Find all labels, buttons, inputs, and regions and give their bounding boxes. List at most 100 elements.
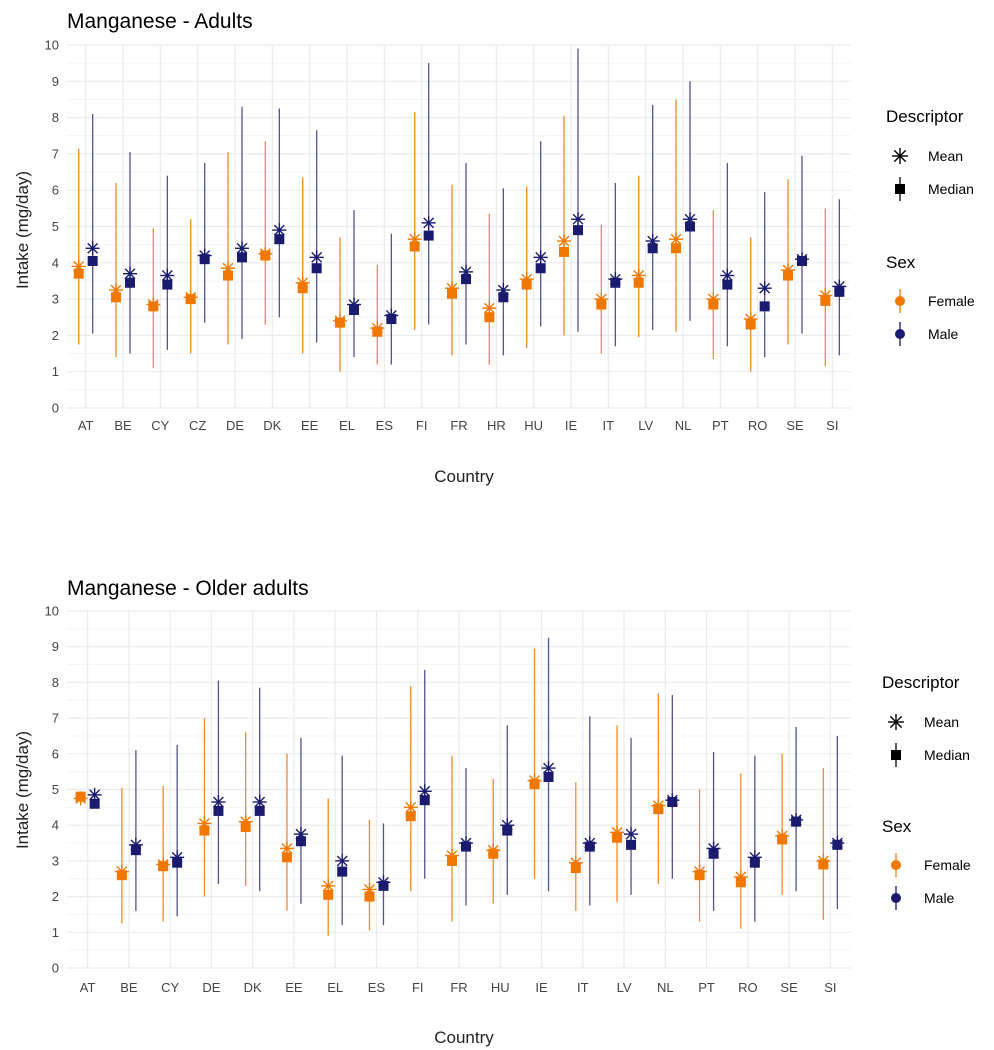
mean-point [610,825,625,840]
legend: Descriptor Mean Median Sex Female Male [886,107,975,346]
mean-point [221,261,235,276]
mean-point [692,864,707,879]
median-point [89,798,100,809]
x-tick-label: CY [161,980,179,995]
x-tick-label: EL [339,418,355,433]
y-tick-label: 4 [52,255,59,270]
mean-point [706,292,721,307]
x-tick-label: PT [698,980,715,995]
mean-point [170,850,185,865]
mean-point [706,841,721,856]
x-tick-label: FR [450,418,467,433]
mean-point [720,268,735,283]
mean-point [114,864,129,879]
median-point [409,241,420,252]
median-point [671,243,681,254]
median-point [87,255,98,266]
mean-point [238,814,253,829]
legend-mean-symbol [892,148,908,164]
y-tick-label: 8 [52,675,59,690]
panel-1: 0 1 2 3 4 5 6 7 8 9 10 AT BE CY CZ DE DK EE EL ES FI FR HR HU IE… [13,10,975,486]
x-axis-label: Country [434,1028,494,1047]
median-point [274,234,285,245]
mean-point [321,878,336,893]
y-tick-label: 4 [52,818,59,833]
x-tick-label: DK [263,418,281,433]
legend-sex-symbol [891,860,901,870]
y-axis-label: Intake (mg/day) [13,731,32,849]
median-point [498,292,509,303]
median-point [237,252,247,263]
mean-point [527,773,542,788]
legend-sex-label: Female [928,293,975,309]
mean-point [370,321,385,336]
mean-point [541,761,556,776]
legend-sex-symbol [895,296,905,306]
legend-sex-label: Male [928,326,959,342]
x-tick-label: HU [491,980,510,995]
mean-point [333,313,347,328]
y-tick-label: 0 [52,401,59,416]
mean-point [496,283,511,298]
x-tick-label: BE [114,418,132,433]
x-axis-label: Country [434,467,494,486]
legend-descriptor-title: Descriptor [882,673,960,692]
mean-point [789,812,804,827]
x-tick-label: AT [78,418,94,433]
mean-point [830,836,845,851]
mean-point [557,234,571,249]
panel-2: 0 1 2 3 4 5 6 7 8 9 10 AT BE CY DE DK EE EL ES FI FR HU IE IT LV… [13,577,971,1047]
mean-point [252,794,267,809]
mean-point [235,241,249,256]
x-tick-label: PT [712,418,729,433]
mean-point [624,827,639,842]
mean-point [832,279,847,294]
mean-point [279,841,294,856]
median-point [423,230,434,241]
mean-point [376,875,391,890]
legend-sex-label: Female [924,857,971,873]
y-tick-label: 5 [52,219,59,234]
mean-point [295,275,310,290]
y-tick-label: 1 [52,364,59,379]
mean-point [445,848,459,863]
mean-point [608,272,623,287]
y-tick-label: 7 [52,711,59,726]
mean-point [683,212,697,227]
x-tick-label: DE [202,980,220,995]
mean-point [459,264,473,279]
median-point [162,279,173,290]
median-point [311,263,322,274]
legend-descriptor-title: Descriptor [886,107,964,126]
legend-mean-symbol [888,714,904,730]
median-point [295,836,306,847]
median-point [722,279,733,290]
mean-point [669,232,683,247]
series-female [71,99,833,372]
x-tick-label: SI [826,418,838,433]
median-point [419,795,430,806]
x-tick-label: IT [577,980,589,995]
median-point [461,274,471,285]
mean-point [757,281,772,296]
x-tick-label: RO [738,980,758,995]
mean-point [645,234,660,249]
median-point [484,312,495,323]
x-tick-label: ES [376,418,394,433]
y-tick-label: 1 [52,925,59,940]
x-tick-label: LV [638,418,653,433]
mean-point [87,787,102,802]
median-point [759,301,770,312]
mean-point [362,882,377,897]
mean-point [197,248,212,263]
mean-point [665,793,680,808]
y-tick-label: 10 [45,38,59,53]
mean-point [197,816,212,831]
series-male [87,637,845,926]
legend-sex-title: Sex [882,817,912,836]
legend-median-symbol [891,750,901,760]
x-tick-label: EE [301,418,319,433]
mean-point [309,250,324,265]
chart-title: Manganese - Older adults [67,577,309,600]
median-point [281,852,292,863]
